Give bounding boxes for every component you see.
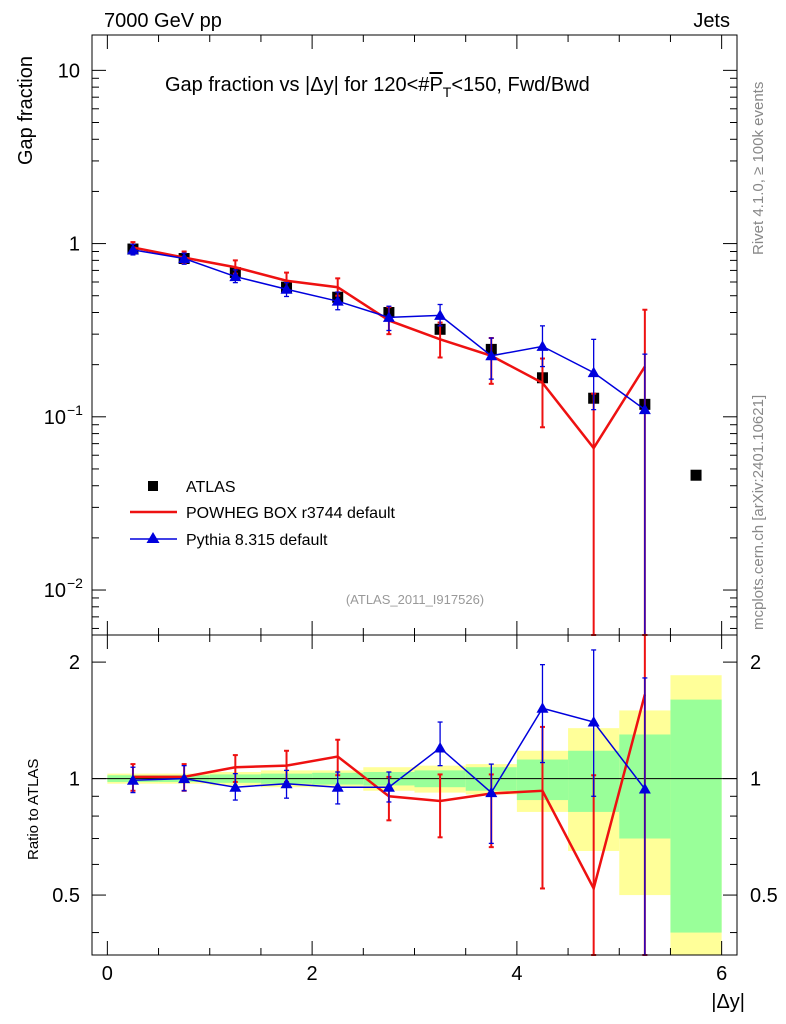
mcplots-source-label: mcplots.cern.ch [arXiv:2401.10621] <box>750 395 767 630</box>
ratio-pythia-point <box>280 777 293 789</box>
y-tick-exponent: −2 <box>67 575 83 591</box>
y-tick-label: 10 <box>44 407 66 429</box>
ratio-pythia-point <box>587 716 600 727</box>
ratio-pythia-point <box>536 702 549 713</box>
x-axis-label: |Δy| <box>711 991 745 1013</box>
pythia-point <box>434 309 447 320</box>
pythia-point <box>536 340 549 351</box>
ratio-pythia-point <box>434 741 447 753</box>
x-tick-label: 4 <box>511 963 522 985</box>
x-tick-label: 0 <box>102 963 113 985</box>
pythia-point <box>126 243 139 255</box>
ratio-pythia-point <box>178 772 191 784</box>
legend: ATLAS POWHEG BOX r3744 default Pythia 8.… <box>130 479 396 549</box>
chart-title-prefix: Gap fraction vs |Δy| for 120<#PT<150, Fw… <box>165 74 590 100</box>
x-tick-label: 6 <box>716 963 727 985</box>
ratio-band-inner <box>670 699 722 933</box>
pythia-point <box>280 283 293 294</box>
rivet-version-label: Rivet 4.1.0, ≥ 100k events <box>750 82 767 255</box>
pythia-point <box>638 403 651 415</box>
ratio-pythia-point <box>229 781 242 792</box>
ratio-pythia-point <box>382 781 395 792</box>
ratio-pythia-point <box>638 782 651 794</box>
ratio-y-axis-label: Ratio to ATLAS <box>25 759 42 860</box>
ratio-pythia-point <box>126 774 139 785</box>
pythia-point <box>587 366 600 378</box>
y-tick-exponent: −1 <box>67 402 83 418</box>
pythia-point <box>331 295 344 306</box>
x-tick-label: 2 <box>307 963 318 985</box>
analysis-id-label: (ATLAS_2011_I917526) <box>346 592 484 607</box>
ratio-y-tick-label: 2 <box>69 652 80 674</box>
pt-symbol: P <box>429 74 442 96</box>
header-energy-label: 7000 GeV pp <box>104 10 222 32</box>
y-tick-label: 1 <box>69 234 80 256</box>
y-tick-label: 10 <box>44 580 66 602</box>
ratio-panel: 0 2 4 6 2 2 1 1 0.5 0.5 Ratio to ATLAS |Δy| <box>25 634 778 1013</box>
y-axis-label: Gap fraction <box>15 56 37 165</box>
ratio-y-tick-label-right: 2 <box>750 652 761 674</box>
ratio-y-tick-label-right: 1 <box>750 769 761 791</box>
pythia-point <box>485 349 498 361</box>
header-process-label: Jets <box>693 10 730 32</box>
ratio-y-tick-label: 1 <box>69 769 80 791</box>
legend-atlas-label: ATLAS <box>186 479 236 496</box>
pythia-point <box>382 311 395 322</box>
ratio-pythia-point <box>331 781 344 792</box>
legend-powheg-label: POWHEG BOX r3744 default <box>186 505 396 522</box>
legend-pythia-label: Pythia 8.315 default <box>186 532 328 549</box>
legend-atlas-marker <box>148 481 158 491</box>
ratio-y-tick-label-right: 0.5 <box>750 885 778 907</box>
atlas-data-point <box>690 469 702 481</box>
ratio-y-tick-label: 0.5 <box>52 885 80 907</box>
pythia-point <box>178 252 191 264</box>
legend-pythia-marker <box>146 532 160 543</box>
pythia-point <box>229 270 242 282</box>
pt-subscript: T <box>443 84 452 100</box>
y-tick-label: 10 <box>58 60 80 82</box>
ratio-pythia-point <box>485 786 498 798</box>
